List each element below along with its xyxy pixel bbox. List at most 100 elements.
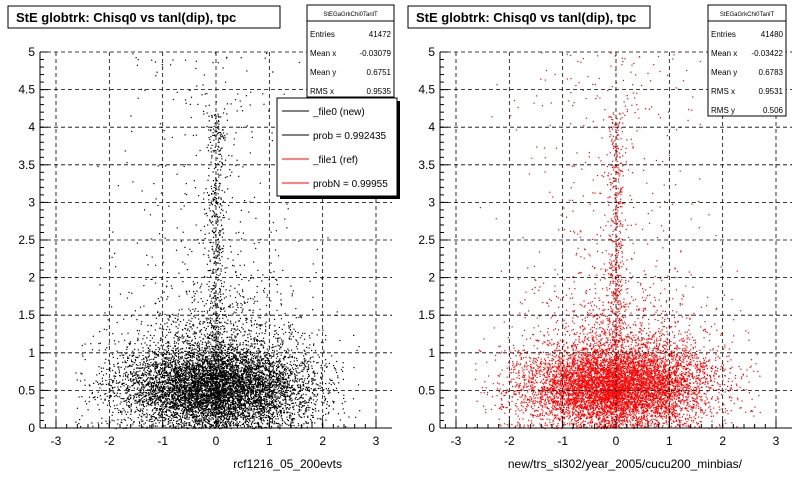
data-point [266,401,268,403]
data-point [201,396,203,399]
data-point [200,366,202,368]
data-point [264,342,266,344]
data-point [189,407,191,409]
data-point [261,340,263,342]
data-point [230,386,232,388]
data-point [263,291,265,293]
data-point [260,414,262,416]
data-point [201,415,203,417]
data-point [235,366,238,369]
data-point [170,425,172,427]
data-point [220,387,222,389]
data-point [192,323,194,326]
data-point [205,421,207,423]
data-point [220,368,222,370]
data-point [333,365,335,367]
data-point [139,364,141,366]
data-point [156,425,158,427]
data-point [227,415,229,417]
data-point [232,264,234,266]
data-point [300,317,302,319]
data-point [237,253,239,256]
data-point [222,395,224,397]
data-point [203,305,205,307]
data-point [165,406,167,408]
data-point [218,232,220,234]
data-point [241,311,243,314]
data-point [206,342,208,344]
data-point [235,402,237,404]
data-point [206,374,208,376]
data-point [244,417,246,419]
data-point [244,407,246,409]
data-point [296,340,298,342]
data-point [185,378,187,380]
data-point [231,392,233,394]
data-point [141,420,143,423]
data-point [214,326,216,328]
data-point [149,345,151,347]
data-point [249,366,251,368]
data-point [289,370,291,372]
data-point [181,403,183,405]
data-point [159,312,161,314]
data-point [207,224,209,226]
data-point [155,375,157,377]
data-point [252,391,254,393]
data-point [286,362,288,364]
data-point [214,313,217,315]
data-point [232,353,234,355]
data-point [126,402,128,404]
data-point [142,408,144,410]
data-point [124,361,126,363]
data-point [261,358,263,360]
data-point [211,204,213,206]
data-point [224,344,226,346]
data-point [251,409,253,411]
data-point [177,390,180,392]
data-point [267,396,269,398]
data-point [130,410,132,412]
data-point [248,361,250,363]
data-point [127,405,129,407]
data-point [264,287,266,289]
data-point [273,346,275,348]
data-point [317,361,319,364]
data-point [178,336,180,338]
data-point [209,334,211,336]
data-point [308,409,310,411]
data-point [222,325,224,327]
data-point [176,384,179,386]
data-point [180,348,182,350]
data-point [143,375,145,377]
data-point [231,387,233,389]
data-point [159,378,161,380]
data-point [291,333,293,335]
data-point [259,412,261,414]
data-point [240,331,242,333]
data-point [220,270,222,272]
data-point [192,333,194,335]
data-point [211,383,213,385]
data-point [209,387,211,389]
data-point [285,379,288,381]
data-point [143,285,145,287]
data-point [307,376,310,378]
data-point [232,418,235,420]
data-point [141,383,143,385]
data-point [259,415,261,417]
data-point [260,343,262,345]
data-point [168,410,170,412]
data-point [208,377,210,379]
data-point [214,333,216,335]
data-point [220,307,222,309]
data-point [204,233,206,235]
data-point [203,253,205,256]
data-point [202,323,204,325]
data-point [142,397,144,399]
data-point [235,375,237,377]
data-point [315,272,317,274]
data-point [190,370,192,372]
data-point [212,62,214,64]
data-point [236,421,238,423]
